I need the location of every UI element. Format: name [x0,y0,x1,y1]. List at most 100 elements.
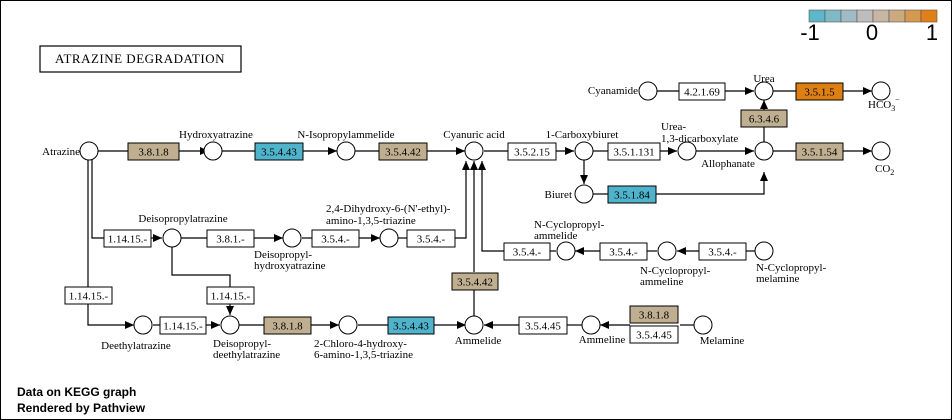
legend-swatch [904,9,922,23]
enzyme-label: 3.5.1.84 [614,190,650,202]
label-atrazine: Atrazine [42,146,80,158]
compound-hydroxyatrazine[interactable] [203,141,223,161]
label-deisopropyldeethyl-line1: Deisopropyl- [213,338,271,350]
label-co2: CO2 [875,163,894,177]
compound-deisopropylhydroxyatrazine[interactable] [282,228,302,248]
enzyme-4-2-1-69[interactable]: 4.2.1.69 [678,82,726,101]
enzyme-label: 3.5.4.42 [457,277,493,289]
compound-allophanate[interactable] [754,141,774,161]
enzyme-3-5-1-84[interactable]: 3.5.1.84 [607,185,657,204]
compound-chloro-hydroxy-amino-triazine[interactable] [338,315,358,335]
compound-1-carboxybiuret[interactable] [574,141,594,161]
enzyme-label: 3.5.4.- [708,247,737,259]
enzyme-3-5-4[interactable]: 3.5.4.- [599,242,648,261]
enzyme-3-5-4[interactable]: 3.5.4.- [311,229,360,248]
label-hco3: HCO3− [868,95,900,113]
compound-n-cyclopropylammeline[interactable] [657,241,677,261]
compound-nodes: Atrazine Hydroxyatrazine N-Isopropylamme… [42,73,900,361]
compound-co2[interactable] [871,141,891,161]
enzyme-3-5-4[interactable]: 3.5.4.- [406,229,456,248]
compound-deisopropylatrazine[interactable] [162,228,182,248]
legend-swatches [808,9,938,23]
label-deisopropylatrazine: Deisopropylatrazine [138,213,227,225]
enzyme-3-5-4-43[interactable]: 3.5.4.43 [387,316,435,335]
enzyme-label: 3.8.1.8 [639,310,670,322]
enzyme-3-5-1-54[interactable]: 3.5.1.54 [795,142,844,161]
label-ncp-ammelide-line1: N-Cyclopropyl- [534,219,605,231]
enzyme-1-14-15[interactable]: 1.14.15.- [159,316,207,335]
compound-cyanuric-acid[interactable] [464,141,484,161]
compound-urea[interactable] [754,81,774,101]
enzyme-3-8-1-8[interactable]: 3.8.1.8 [127,142,180,161]
enzyme-3-5-4[interactable]: 3.5.4.- [698,242,747,261]
enzyme-label: 3.5.4.- [609,247,638,259]
enzyme-6-3-4-6[interactable]: 6.3.4.6 [740,109,788,128]
enzyme-label: 3.5.1.5 [804,87,835,99]
enzyme-3-5-1-131[interactable]: 3.5.1.131 [607,142,661,161]
compound-hco3[interactable] [871,81,891,101]
enzyme-3-5-4-45[interactable]: 3.5.4.45 [629,325,679,344]
enzyme-label: 3.5.4.42 [385,147,421,159]
enzyme-3-5-4[interactable]: 3.5.4.- [503,242,551,261]
compound-melamine[interactable] [693,315,713,335]
compound-deethylatrazine[interactable] [133,315,153,335]
enzyme-3-5-1-5[interactable]: 3.5.1.5 [795,82,844,101]
enzyme-3-5-2-15[interactable]: 3.5.2.15 [507,142,557,161]
compound-urea-1-3-dicarboxylate[interactable] [677,141,697,161]
label-cyanamide: Cyanamide [588,85,638,97]
legend-tick-max: 1 [926,20,938,45]
label-cyanuric-acid: Cyanuric acid [443,129,505,141]
enzyme-nodes: 3.8.1.8 3.5.4.43 3.5.4.42 3.5.2.15 3.5.1… [64,82,844,344]
label-ammelide: Ammelide [455,335,502,347]
enzyme-1-14-15[interactable]: 1.14.15.- [206,286,255,305]
enzyme-label: 4.2.1.69 [684,87,720,99]
label-chloro-hydroxy-line2: 6-amino-1,3,5-triazine [314,349,413,361]
enzyme-3-5-4-42[interactable]: 3.5.4.42 [451,272,499,291]
compound-ammeline[interactable] [581,315,601,335]
compound-dihydroxy-ethylamino-triazine[interactable] [379,228,399,248]
enzyme-label: 3.5.4.- [513,247,542,259]
compound-ammelide[interactable] [464,315,484,335]
label-dihydroxy-line1: 2,4-Dihydroxy-6-(N'-ethyl)- [326,203,451,215]
enzyme-label: 1.14.15.- [69,291,109,303]
enzyme-3-5-4-42[interactable]: 3.5.4.42 [378,142,428,161]
compound-cyanamide[interactable] [638,81,658,101]
label-ncp-ammeline-line2: ammeline [640,276,683,288]
enzyme-3-8-1-8[interactable]: 3.8.1.8 [629,305,679,324]
enzyme-label: 3.5.4.43 [261,147,297,159]
compound-n-cyclopropylammelide[interactable] [556,241,576,261]
compound-deisopropyldeethylatrazine[interactable] [220,315,240,335]
label-ncp-ammeline-line1: N-Cyclopropyl- [640,265,711,277]
legend-swatch [920,9,938,23]
label-ncp-melamine-line2: melamine [756,273,799,285]
label-urea-dicarboxylate-line1: Urea- [661,121,686,133]
label-chloro-hydroxy-line1: 2-Chloro-4-hydroxy- [314,338,407,350]
legend-swatch [824,9,842,23]
compound-n-isopropylammelide[interactable] [336,141,356,161]
enzyme-3-5-4-45[interactable]: 3.5.4.45 [518,316,568,335]
compound-n-cyclopropylmelamine[interactable] [754,241,774,261]
label-n-isopropylammelide: N-Isopropylammelide [297,129,394,141]
enzyme-1-14-15[interactable]: 1.14.15.- [64,286,113,305]
enzyme-1-14-15[interactable]: 1.14.15.- [103,229,152,248]
legend-tick-min: -1 [800,20,820,45]
compound-atrazine[interactable] [79,141,99,161]
compound-biuret[interactable] [574,184,594,204]
enzyme-label: 3.5.4.45 [636,330,672,342]
legend-swatch [840,9,858,23]
enzyme-label: 3.5.4.43 [393,321,429,333]
enzyme-label: 3.5.1.54 [802,147,838,159]
label-urea-dicarboxylate-line2: 1,3-dicarboxylate [661,133,738,145]
enzyme-3-5-4-43[interactable]: 3.5.4.43 [254,142,304,161]
legend-tick-mid: 0 [866,20,878,45]
pathway-title-text: ATRAZINE DEGRADATION [55,51,225,66]
pathway-title: ATRAZINE DEGRADATION [39,45,242,73]
enzyme-label: 1.14.15.- [163,321,203,333]
label-urea: Urea [753,73,774,85]
enzyme-3-8-1[interactable]: 3.8.1.- [206,229,255,248]
label-deethylatrazine: Deethylatrazine [101,340,171,352]
enzyme-3-8-1-8[interactable]: 3.8.1.8 [263,316,312,335]
footer-line-2: Rendered by Pathview [17,401,146,415]
